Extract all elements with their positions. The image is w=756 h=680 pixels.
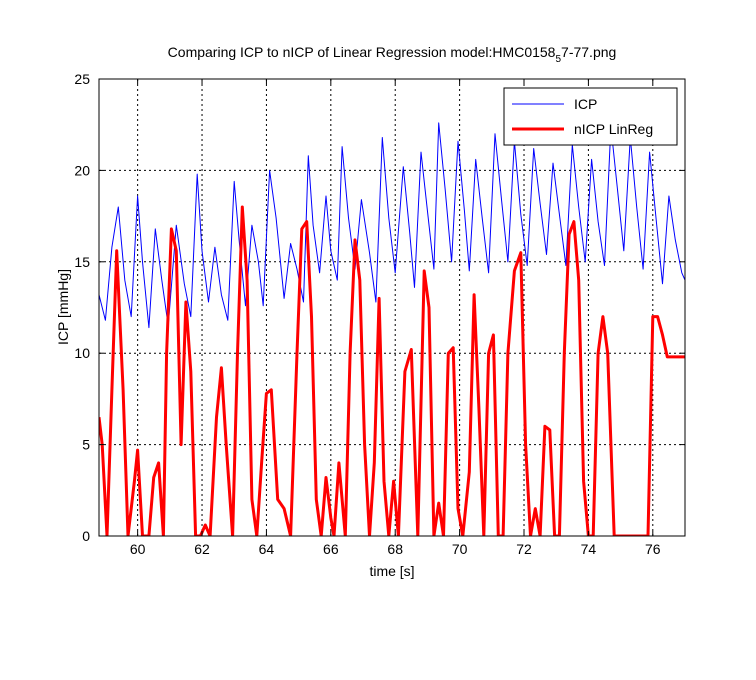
y-tick-label: 20 xyxy=(74,162,90,178)
ticks xyxy=(99,78,685,537)
series-line-nicp xyxy=(99,205,685,536)
legend-label-icp: ICP xyxy=(574,96,597,112)
legend: ICP nICP LinReg xyxy=(503,87,678,146)
chart-title: Comparing ICP to nICP of Linear Regressi… xyxy=(168,44,617,65)
x-tick-label: 62 xyxy=(194,541,210,557)
x-tick-label: 76 xyxy=(645,541,661,557)
x-tick-label: 68 xyxy=(387,541,403,557)
y-tick-label: 0 xyxy=(82,528,90,544)
x-tick-label: 74 xyxy=(581,541,597,557)
plot-area xyxy=(99,79,685,536)
tick-labels: 60 62 64 66 68 70 72 74 76 0 5 10 15 20 25 xyxy=(74,71,660,557)
series-line-icp xyxy=(99,122,685,329)
x-tick-label: 72 xyxy=(516,541,532,557)
y-axis-label: ICP [mmHg] xyxy=(55,269,71,345)
legend-label-nicp: nICP LinReg xyxy=(574,121,653,137)
x-tick-label: 70 xyxy=(452,541,468,557)
axes-box xyxy=(98,78,686,537)
y-tick-label: 10 xyxy=(74,345,90,361)
x-tick-label: 60 xyxy=(130,541,146,557)
x-axis-label: time [s] xyxy=(369,563,414,579)
x-tick-label: 66 xyxy=(323,541,339,557)
legend-box xyxy=(503,87,678,146)
y-tick-label: 15 xyxy=(74,254,90,270)
x-tick-label: 64 xyxy=(259,541,275,557)
y-tick-label: 25 xyxy=(74,71,90,87)
y-tick-label: 5 xyxy=(82,437,90,453)
series-layer xyxy=(99,122,685,536)
